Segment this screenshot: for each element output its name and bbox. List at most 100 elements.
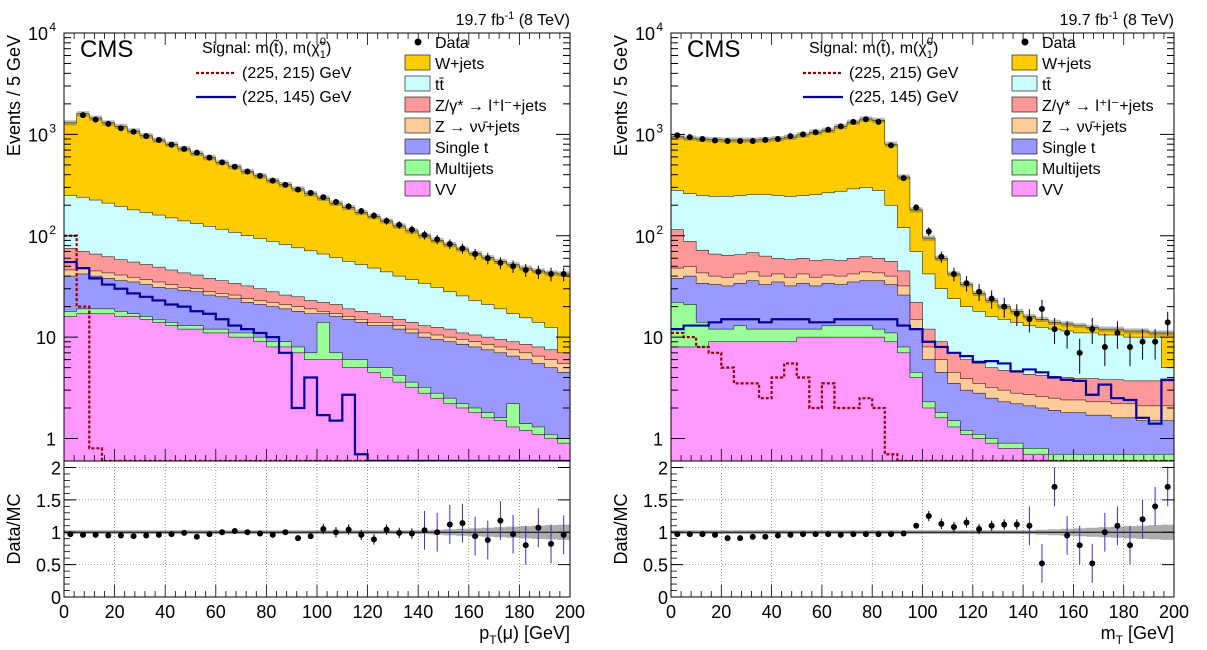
- data-point: [370, 212, 377, 219]
- data-point: [1026, 316, 1033, 323]
- legend-label: Data: [435, 35, 469, 52]
- ratio-point: [320, 526, 327, 532]
- data-point: [358, 208, 365, 215]
- data-point: [307, 189, 314, 196]
- x-tick-label: 20: [105, 602, 125, 622]
- legend-label: Single t: [1042, 140, 1096, 157]
- ratio-point: [774, 532, 781, 539]
- data-point: [117, 125, 124, 132]
- data-point: [963, 280, 970, 287]
- lumi-label: 19.7 fb-1 (8 TeV): [456, 10, 570, 29]
- stack-histograms: [671, 116, 1174, 461]
- ratio-y-tick-label: 1.5: [36, 491, 61, 511]
- data-point: [408, 226, 415, 233]
- data-point: [1089, 326, 1096, 333]
- ratio-point: [295, 535, 302, 542]
- data-point: [749, 138, 756, 145]
- data-point: [231, 163, 238, 170]
- ratio-point: [762, 533, 769, 540]
- legend-swatch: [404, 159, 431, 176]
- ratio-y-axis-title: Data/MC: [4, 493, 24, 564]
- y-tick-label: 10: [635, 227, 655, 247]
- y-axis-title: Events / 5 GeV: [611, 35, 631, 156]
- x-tick-label: 60: [812, 602, 832, 622]
- y-tick-label-exponent: 4: [656, 20, 663, 34]
- ratio-point: [1038, 560, 1045, 567]
- ratio-point: [900, 530, 907, 537]
- data-point: [724, 138, 731, 145]
- data-point: [472, 251, 479, 258]
- ratio-point: [168, 531, 175, 538]
- ratio-point: [219, 529, 226, 536]
- data-point: [155, 137, 162, 144]
- stack-uncertainty: [671, 116, 1174, 336]
- data-point: [1076, 349, 1083, 356]
- legend-swatch: [404, 117, 431, 134]
- legend-swatch: [1011, 117, 1038, 134]
- data-point: [1001, 303, 1008, 310]
- ratio-point: [206, 531, 213, 538]
- ratio-point: [1026, 522, 1033, 529]
- data-point: [459, 245, 466, 252]
- ratio-point: [862, 531, 869, 538]
- legend-marker-data: [1021, 38, 1029, 46]
- ratio-point: [143, 532, 150, 539]
- y-tick-label: 10: [36, 328, 56, 348]
- data-point: [295, 186, 302, 193]
- data-point: [219, 159, 226, 166]
- ratio-point: [1152, 503, 1159, 510]
- data-point: [269, 177, 276, 184]
- ratio-point: [749, 533, 756, 540]
- x-tick-label: 0: [59, 602, 69, 622]
- ratio-point: [938, 520, 945, 527]
- data-point: [925, 228, 932, 235]
- data-point: [674, 132, 681, 139]
- data-point: [1013, 310, 1020, 317]
- ratio-point: [1114, 522, 1121, 529]
- legend-swatch: [1011, 96, 1038, 113]
- y-tick-label: 10: [635, 24, 655, 44]
- ratio-point: [548, 540, 555, 547]
- data-point: [510, 263, 517, 270]
- legend-swatch: [1011, 75, 1038, 92]
- legend-swatch: [404, 96, 431, 113]
- data-point: [900, 175, 907, 182]
- x-tick-label: 80: [256, 602, 276, 622]
- ratio-point: [888, 531, 895, 538]
- ratio-point: [193, 533, 200, 540]
- ratio-point: [370, 536, 377, 543]
- ratio-point: [976, 526, 983, 532]
- data-point: [484, 255, 491, 262]
- ratio-y-axis-title: Data/MC: [611, 493, 631, 564]
- ratio-point: [257, 530, 264, 537]
- ratio-point: [130, 533, 137, 540]
- data-point: [560, 270, 567, 277]
- ratio-point: [231, 527, 238, 534]
- x-tick-label: 200: [555, 602, 585, 622]
- legend-swatch: [404, 75, 431, 92]
- ratio-y-tick-label: 2: [658, 458, 668, 478]
- legend-label: Z → νν̄+jets: [435, 119, 520, 136]
- ratio-point: [181, 529, 188, 536]
- data-point: [206, 154, 213, 161]
- data-point: [282, 181, 289, 188]
- signal-line-225-215: [671, 331, 1174, 461]
- y-tick-label: 10: [28, 125, 48, 145]
- x-tick-label: 140: [1008, 602, 1038, 622]
- legend-label: tt̄: [435, 77, 444, 94]
- ratio-point: [988, 522, 995, 529]
- data-point: [522, 266, 529, 273]
- ratio-point: [837, 531, 844, 538]
- ratio-y-tick-label: 0.5: [36, 556, 61, 576]
- ratio-point: [950, 524, 957, 531]
- y-tick-label-exponent: 3: [49, 121, 56, 135]
- data-point: [850, 118, 857, 125]
- y-tick-label: 10: [28, 227, 48, 247]
- ratio-point: [434, 529, 441, 536]
- ratio-point: [699, 531, 706, 538]
- legend-label: Z → νν̄+jets: [1042, 119, 1127, 136]
- ratio-point: [560, 531, 567, 538]
